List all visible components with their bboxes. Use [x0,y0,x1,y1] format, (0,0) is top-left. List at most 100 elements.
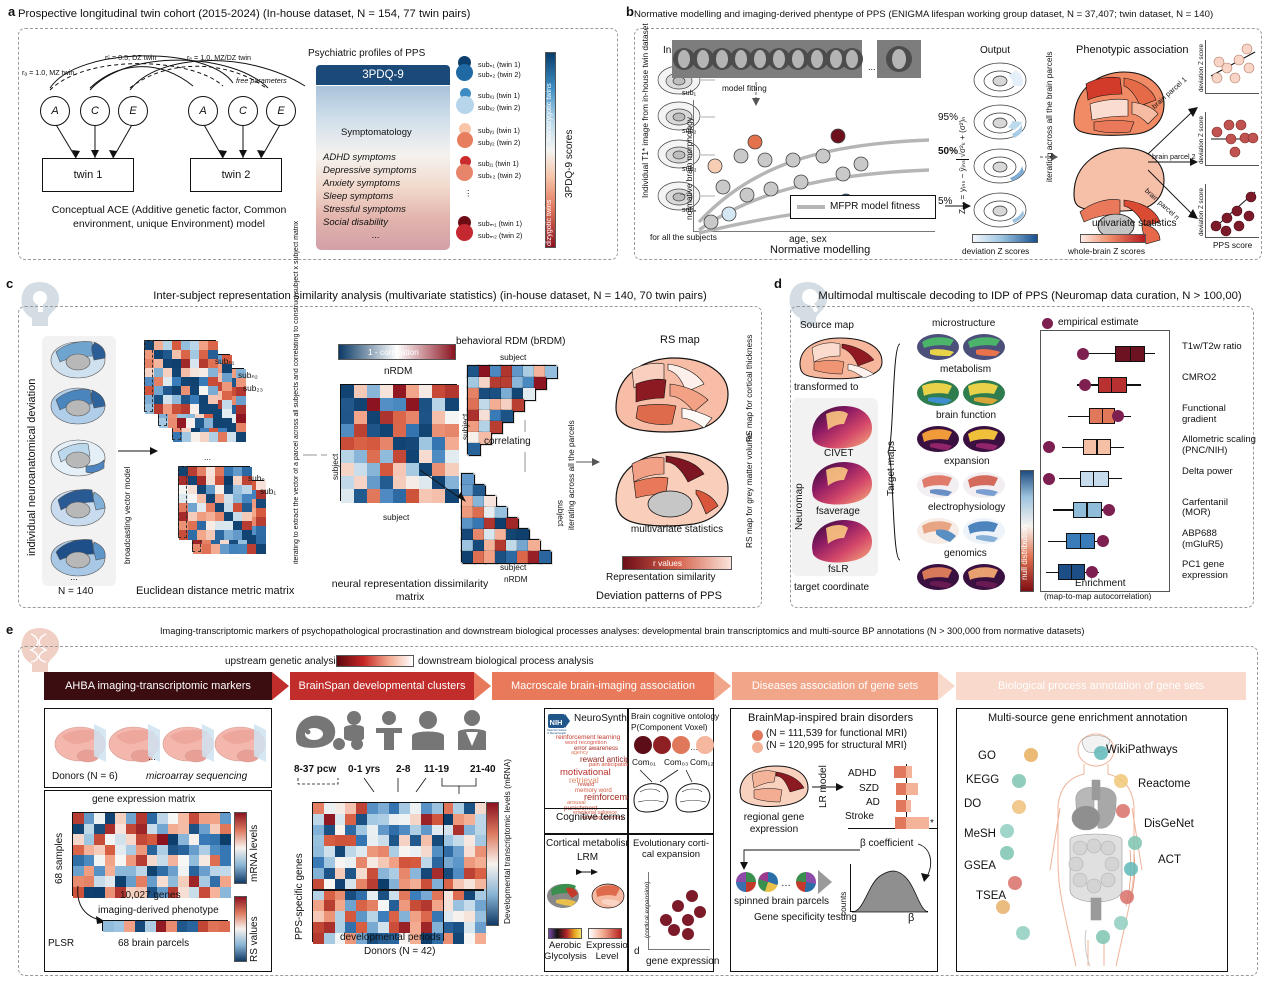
brdm-triangle [467,365,558,456]
stage-arrow-2 [474,672,491,700]
output-label: Output [980,45,1011,56]
ace-label-ra: rₐ = 1.0, MZ twin [22,68,75,77]
source-badge-icon [1000,846,1014,860]
normative-modelling-caption: Normative modelling [770,244,871,256]
whole-brain-z-maps [1073,71,1165,245]
regional-gene-brain [739,765,809,807]
symptom-1: Depressive symptoms [323,165,417,176]
beta-path-arrow [740,849,860,870]
boxplot-median [1093,470,1095,487]
neurosynth-label: NeuroSynth [574,713,627,724]
r-values-colorbar [622,556,732,570]
edm-matrix-stack-bottom [178,466,266,554]
phenotypic-association-title: Phenotypic association [1076,44,1189,56]
edm-sub-label-23: sub₂₃ [243,383,263,393]
subject-dot-10 [456,224,473,241]
wordcloud-term: word recognition [565,739,607,746]
map-category-brain-function: brain function [936,410,997,421]
source-badge-icon [1024,748,1038,762]
edm-sub-label-n2: subₙ₂ [238,370,258,380]
spinned-parcels-ellipsis: … [781,878,791,889]
spinned-parcels-label: spinned brain parcels [734,896,830,907]
mfpr-legend-swatch [797,205,825,209]
correlation-colorbar-label: 1 - correlation [368,347,419,357]
panel-e-title: Imaging-transcriptomic markers of psycho… [160,626,1085,636]
scatter-x-label: PPS score [1213,240,1253,250]
component-dot-1 [653,736,671,754]
enrichment-label: PC1 gene expression [1182,559,1228,581]
edm-caption: Euclidean distance metric matrix [136,585,295,597]
target-coordinate-label: target coordinate [794,582,870,593]
wordcloud-term: motivational [560,766,611,778]
map-category-electrophysiology: electrophysiology [928,502,1006,513]
brain-head-icon-c [21,281,60,326]
scatter-plot-1 [1210,43,1256,84]
svg-text:...: ... [868,62,876,72]
enrichment-axis-sublabel: (map-to-map autocorrelation) [1044,591,1152,601]
input-sub-0: sub₁ [682,88,697,97]
source-badge-icon [1008,876,1022,890]
wordcloud-term: memory word [575,786,612,794]
legend-dot-functional [752,730,763,741]
edm-dots: ... [204,452,211,462]
mri-slice-strip: ... [672,40,921,78]
enrichment-source-labels: GO KEGG DO MeSH GSEA TSEA WikiPathways Reactome… [956,708,1228,972]
coord-fslr-label: fsLR [828,564,849,575]
symptomatology-label: Symptomatology [341,127,412,138]
svg-text:...: ... [148,752,156,762]
ace-node-e2: E [266,96,296,126]
input-sub-1: sub₂ [682,126,697,135]
developmental-colorbar-label: Developmental transcriptomic levels (mRN… [502,758,512,924]
electrophysiology-surfaces [917,518,1005,544]
subject-label-7: subₖ₂ (twin 2) [478,171,521,180]
evo-y-axis-letter: d [634,946,640,957]
ace-label-re: rₑ = 1.0, MZ/DZ twin [187,53,251,62]
source-badge-icon [1000,824,1014,838]
percentile-5: 5% [938,196,953,207]
neuromap-surfaces [812,406,872,563]
cognitive-terms-wordcloud: reinforcement learning word recognition er… [556,732,647,821]
expansion-surfaces [917,472,1005,498]
enrichment-label: Functional gradient [1182,403,1226,425]
stage-arrow-4 [938,672,955,700]
disorder-asterisk: * [930,818,934,829]
developmental-colorbar [486,802,499,926]
pps-specific-genes-axis: PPS-specific genes [294,853,305,940]
twin-1-box: twin 1 [42,158,134,192]
scatter-plot-3 [1210,191,1257,237]
spinned-arrow [818,870,832,894]
enrichment-source-right: Reactome [1138,778,1191,790]
boxplot-empirical-dot [1102,503,1115,516]
gene-specificity-testing-label: Gene specificity testing [754,912,857,923]
microarray-sequencing-label: microarray sequencing [146,771,248,782]
subject-label-6: subⱼ₁ (twin 1) [478,159,519,168]
source-badge-icon [1016,926,1030,940]
wordcloud-term: retrieval [569,774,599,785]
panel-d-title: Multimodal multiscale decoding to IDP of… [818,290,1242,302]
subject-dot-5 [457,132,473,148]
spinned-parcel-2 [796,872,816,892]
enrichment-source-left: KEGG [966,774,1000,786]
subject-dot-7 [456,164,473,181]
ace-node-a1: A [40,96,70,126]
broadcasting-vector-model-label: broadcasting vector model [122,466,132,564]
wordcloud-term: reward [578,781,595,788]
scatter-plot-2 [1211,119,1259,158]
subject-label-1: subₙ₂ (twin 2) [478,70,521,79]
enrichment-label: Allometric scaling (PNC/NIH) [1182,434,1256,456]
mz-twins-label: monozygotic twins [544,83,553,142]
nrdm-tri-y-axis: subject [556,500,566,527]
panel-c-n-label: N = 140 [58,586,94,597]
idp-strip-heatmap [102,920,230,933]
ace-node-a2: A [188,96,218,126]
gene-enrichment-title: Multi-source gene enrichment annotation [988,712,1188,724]
period-label-3: 11-19 [424,764,450,775]
disorder-bar-structural [906,817,929,829]
dz-twins-label: dizygotic twins [544,199,553,246]
developmental-periods-axis: developmental periods [340,932,441,943]
component-dot-3 [696,736,714,754]
ace-label-rc: rᶜ = 0.5, DZ twin [105,53,157,62]
component-dots-ellipsis: … [690,742,699,752]
edm-matrix-stack-top [144,340,246,442]
